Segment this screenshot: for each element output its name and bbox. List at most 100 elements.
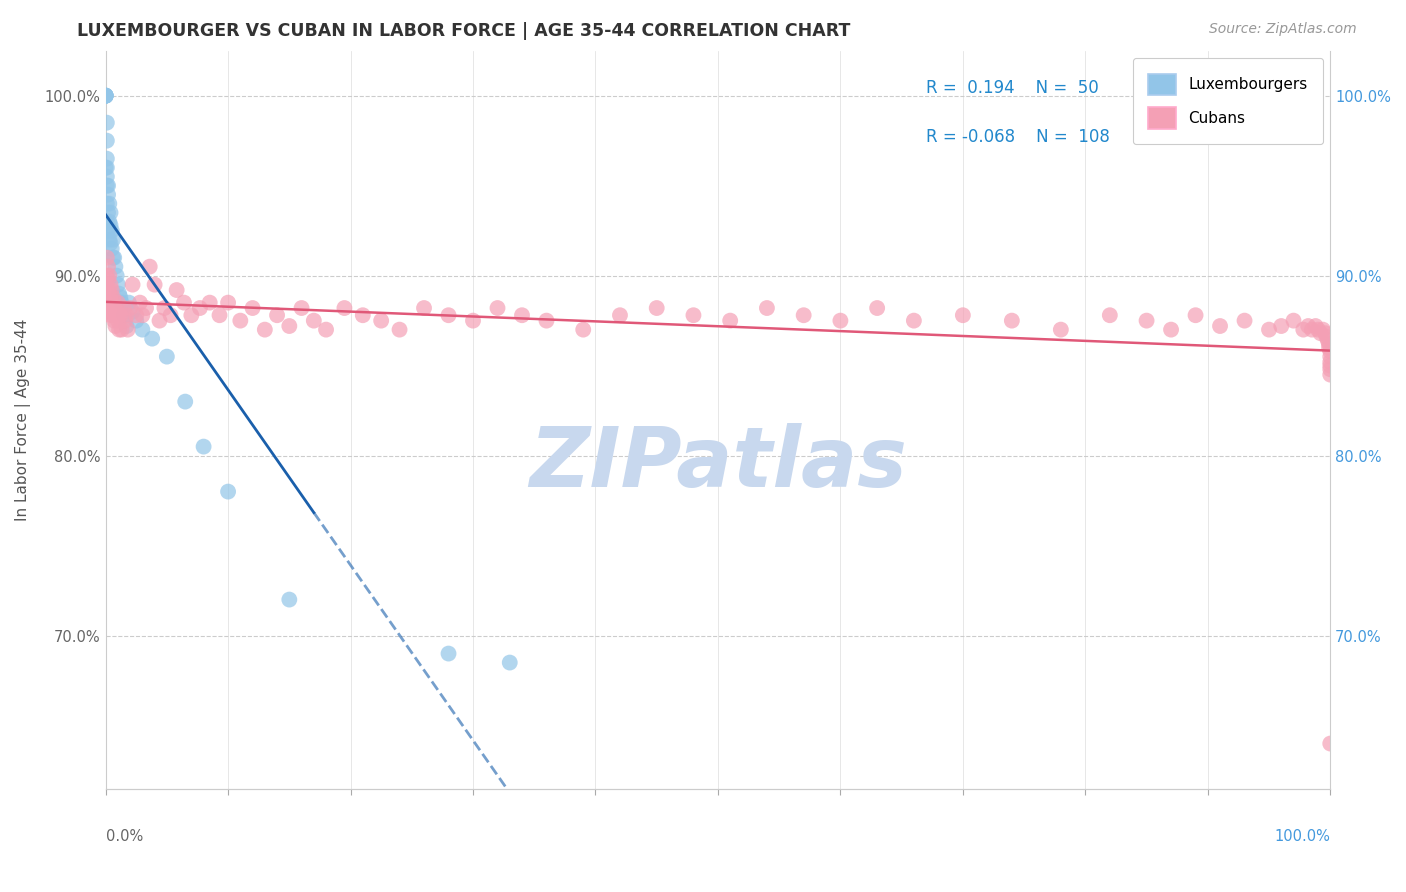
- Point: [1315, 326, 1337, 341]
- Text: 100.0%: 100.0%: [1274, 830, 1330, 844]
- Point: [278, 319, 301, 334]
- Point: [229, 313, 252, 327]
- Point: [217, 295, 239, 310]
- Point: [101, 233, 124, 247]
- Point: [486, 301, 509, 315]
- Point: [110, 290, 132, 304]
- Point: [97, 260, 120, 274]
- Point: [370, 313, 392, 327]
- Point: [108, 323, 131, 337]
- Point: [138, 260, 160, 274]
- Point: [278, 592, 301, 607]
- Point: [499, 656, 522, 670]
- Point: [1209, 319, 1232, 334]
- Point: [1135, 313, 1157, 327]
- Point: [115, 319, 138, 334]
- Point: [174, 394, 197, 409]
- Point: [94, 88, 117, 103]
- Point: [1160, 323, 1182, 337]
- Y-axis label: In Labor Force | Age 35-44: In Labor Force | Age 35-44: [15, 318, 31, 521]
- Text: 0.0%: 0.0%: [105, 830, 143, 844]
- Point: [437, 308, 460, 322]
- Point: [536, 313, 558, 327]
- Point: [125, 308, 148, 322]
- Point: [96, 116, 118, 130]
- Point: [333, 301, 356, 315]
- Point: [143, 277, 166, 292]
- Point: [103, 295, 125, 310]
- Point: [107, 277, 129, 292]
- Point: [112, 301, 135, 315]
- Point: [148, 313, 170, 327]
- Point: [100, 205, 122, 219]
- Point: [101, 290, 124, 304]
- Point: [96, 251, 118, 265]
- Point: [302, 313, 325, 327]
- Point: [94, 88, 117, 103]
- Point: [198, 295, 221, 310]
- Point: [1296, 319, 1319, 334]
- Point: [96, 196, 118, 211]
- Point: [188, 301, 211, 315]
- Point: [718, 313, 741, 327]
- Point: [96, 178, 118, 193]
- Point: [1317, 337, 1340, 351]
- Point: [101, 308, 124, 322]
- Point: [100, 219, 122, 233]
- Point: [1319, 737, 1341, 751]
- Point: [903, 313, 925, 327]
- Point: [1316, 330, 1339, 344]
- Point: [1319, 359, 1341, 373]
- Point: [609, 308, 631, 322]
- Point: [193, 440, 215, 454]
- Point: [173, 295, 195, 310]
- Point: [100, 224, 122, 238]
- Point: [1316, 334, 1339, 348]
- Point: [104, 260, 127, 274]
- Point: [830, 313, 852, 327]
- Point: [97, 224, 120, 238]
- Point: [121, 277, 143, 292]
- Point: [159, 308, 181, 322]
- Point: [96, 214, 118, 228]
- Point: [1319, 350, 1341, 364]
- Point: [266, 308, 288, 322]
- Point: [110, 295, 132, 310]
- Point: [1309, 326, 1331, 341]
- Point: [110, 308, 132, 322]
- Point: [461, 313, 484, 327]
- Point: [97, 272, 120, 286]
- Point: [98, 304, 121, 318]
- Point: [120, 301, 142, 315]
- Point: [97, 205, 120, 219]
- Point: [1305, 319, 1327, 334]
- Point: [98, 268, 121, 283]
- Point: [1319, 368, 1341, 382]
- Point: [97, 187, 120, 202]
- Point: [108, 286, 131, 301]
- Point: [952, 308, 974, 322]
- Point: [510, 308, 533, 322]
- Point: [96, 268, 118, 283]
- Point: [166, 283, 188, 297]
- Point: [131, 323, 153, 337]
- Point: [1319, 362, 1341, 376]
- Point: [1001, 313, 1024, 327]
- Point: [110, 323, 132, 337]
- Point: [125, 313, 148, 327]
- Point: [94, 88, 117, 103]
- Legend: Luxembourgers, Cubans: Luxembourgers, Cubans: [1133, 58, 1323, 145]
- Point: [104, 301, 127, 315]
- Text: Source: ZipAtlas.com: Source: ZipAtlas.com: [1209, 22, 1357, 37]
- Point: [1312, 323, 1334, 337]
- Point: [1270, 319, 1292, 334]
- Point: [793, 308, 815, 322]
- Text: LUXEMBOURGER VS CUBAN IN LABOR FORCE | AGE 35-44 CORRELATION CHART: LUXEMBOURGER VS CUBAN IN LABOR FORCE | A…: [77, 22, 851, 40]
- Text: ZIPatlas: ZIPatlas: [529, 424, 907, 504]
- Point: [1292, 323, 1315, 337]
- Point: [97, 295, 120, 310]
- Point: [100, 283, 122, 297]
- Point: [352, 308, 374, 322]
- Point: [101, 251, 124, 265]
- Point: [1258, 323, 1281, 337]
